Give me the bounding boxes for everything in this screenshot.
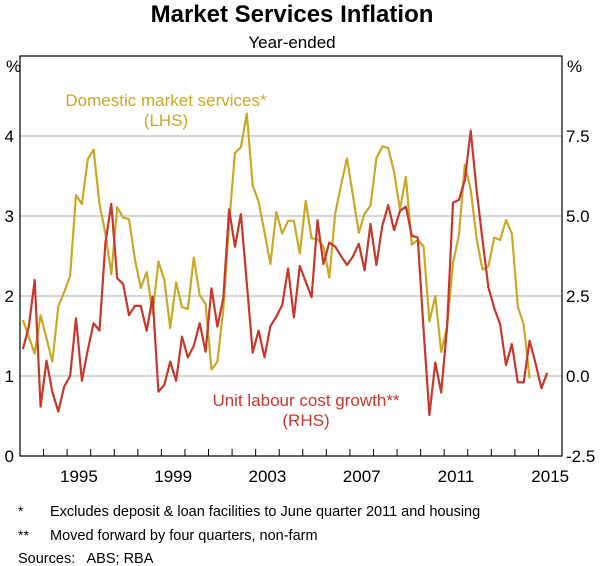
footnote-2: Moved forward by four quarters, non-farm — [50, 528, 318, 544]
chart-subtitle: Year-ended — [248, 33, 335, 52]
left-tick-label: 2 — [5, 287, 14, 306]
footnote-1: Excludes deposit & loan facilities to Ju… — [50, 504, 480, 520]
right-tick-label: -2.5 — [566, 447, 595, 466]
footnote-mark-1: * — [18, 503, 24, 519]
unit-labour-cost-growth-line — [21, 129, 549, 417]
chart-title: Market Services Inflation — [151, 1, 434, 28]
domestic-market-services-line — [21, 112, 531, 379]
x-tick-label: 2003 — [249, 467, 287, 486]
right-tick-label: 7.5 — [566, 127, 590, 146]
left-tick-label: 4 — [5, 127, 14, 146]
series-axis-label-ulc: (RHS) — [282, 411, 329, 430]
right-tick-label: 0.0 — [566, 367, 590, 386]
sources: Sources: ABS; RBA — [18, 551, 154, 566]
x-tick-label: 2011 — [438, 467, 475, 486]
left-tick-label: 1 — [5, 367, 14, 386]
series-axis-label-domestic: (LHS) — [144, 111, 188, 130]
left-axis-unit: % — [6, 57, 21, 76]
x-tick-label: 1995 — [60, 467, 98, 486]
x-tick-label: 2007 — [343, 467, 381, 486]
x-tick-label: 1999 — [154, 467, 192, 486]
footnote-mark-2: ** — [18, 527, 29, 543]
plot-frame — [19, 55, 563, 457]
right-tick-label: 5.0 — [566, 207, 590, 226]
right-tick-label: 2.5 — [566, 287, 590, 306]
left-tick-label: 0 — [5, 447, 14, 466]
x-tick-label: 2015 — [531, 467, 569, 486]
right-axis-unit: % — [567, 57, 582, 76]
series-label-ulc: Unit labour cost growth** — [212, 391, 399, 410]
left-tick-label: 3 — [5, 207, 14, 226]
series-label-domestic: Domestic market services* — [65, 91, 267, 110]
